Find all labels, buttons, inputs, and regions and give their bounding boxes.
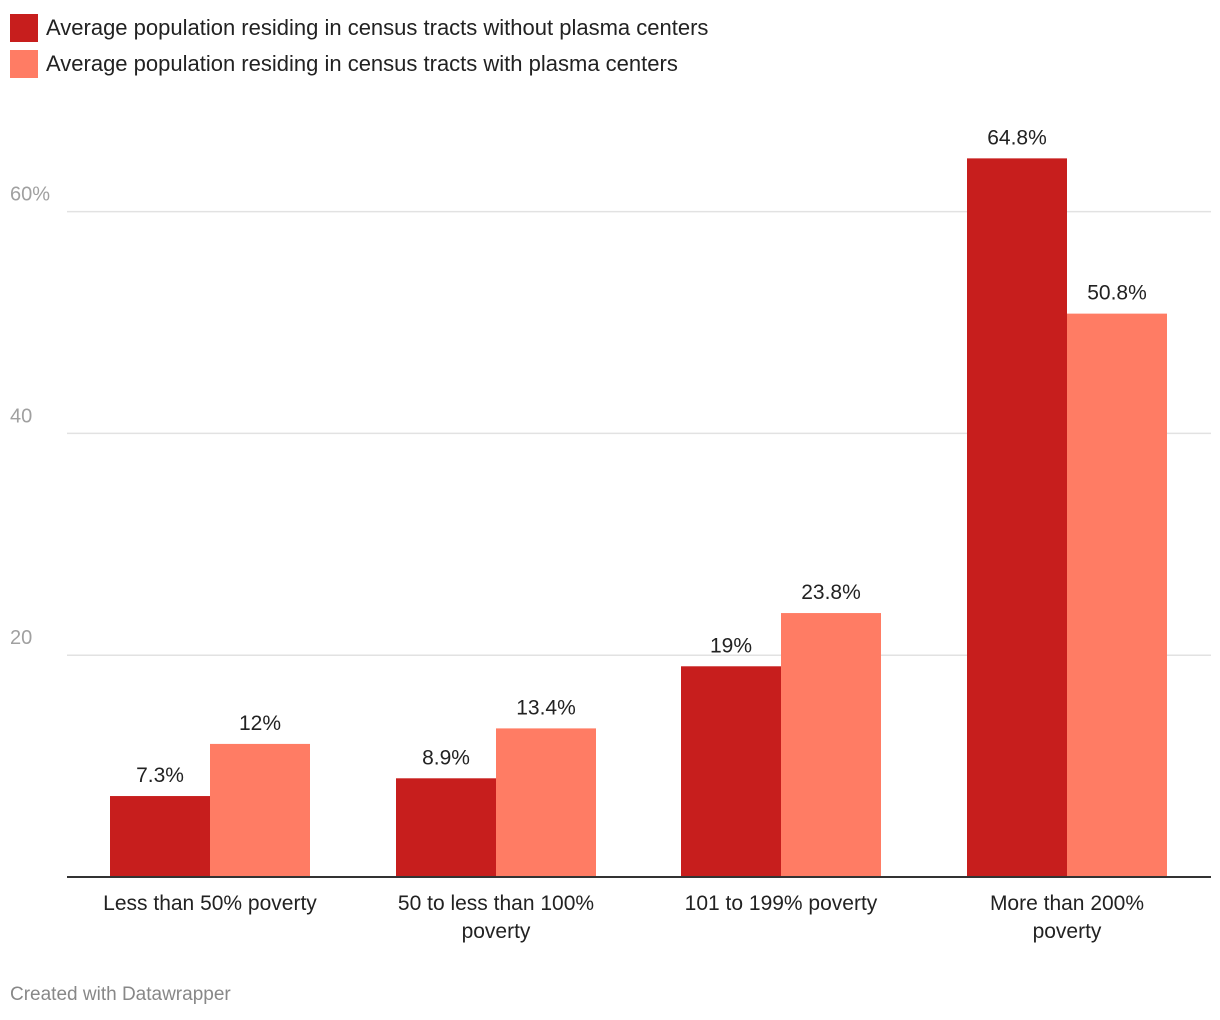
data-label: 23.8%: [801, 581, 861, 604]
data-label: 13.4%: [516, 696, 576, 719]
y-tick-label: 20: [10, 627, 32, 649]
legend-item-with-centers: Average population residing in census tr…: [10, 46, 708, 82]
x-axis: Less than 50% poverty 50 to less than 100…: [67, 876, 1211, 943]
bar-with-3: [1067, 313, 1167, 877]
legend: Average population residing in census tr…: [10, 10, 708, 82]
legend-swatch-without-centers: [10, 14, 38, 42]
bars: [110, 158, 1167, 878]
bar-with-2: [781, 613, 881, 877]
legend-item-without-centers: Average population residing in census tr…: [10, 10, 708, 46]
bar-with-0: [210, 743, 310, 877]
bar-with-1: [496, 728, 596, 877]
data-label: 7.3%: [136, 764, 184, 787]
bar-without-3: [967, 158, 1067, 878]
y-tick-label: 40: [10, 405, 32, 427]
data-label: 50.8%: [1087, 282, 1147, 305]
data-label: 19%: [710, 634, 752, 657]
legend-label-without-centers: Average population residing in census tr…: [46, 15, 709, 40]
legend-swatch-with-centers: [10, 50, 38, 78]
y-tick-label: 60%: [10, 184, 50, 206]
data-labels: 7.3% 12% 8.9% 13.4% 19% 23.8% 64.8% 50.8%: [136, 126, 1147, 787]
data-label: 64.8%: [987, 126, 1047, 149]
data-label: 8.9%: [422, 746, 470, 769]
bar-without-1: [396, 778, 496, 877]
x-tick-label: 50 to less than 100% poverty: [398, 892, 594, 943]
legend-label-with-centers: Average population residing in census tr…: [46, 51, 678, 76]
data-label: 12%: [239, 712, 281, 735]
x-tick-label: More than 200% poverty: [990, 892, 1144, 943]
bar-without-0: [110, 796, 210, 877]
credit-footer: Created with Datawrapper: [10, 984, 231, 1005]
x-tick-label: 101 to 199% poverty: [685, 892, 878, 915]
x-tick-label: Less than 50% poverty: [103, 892, 317, 915]
bar-without-2: [681, 666, 781, 877]
